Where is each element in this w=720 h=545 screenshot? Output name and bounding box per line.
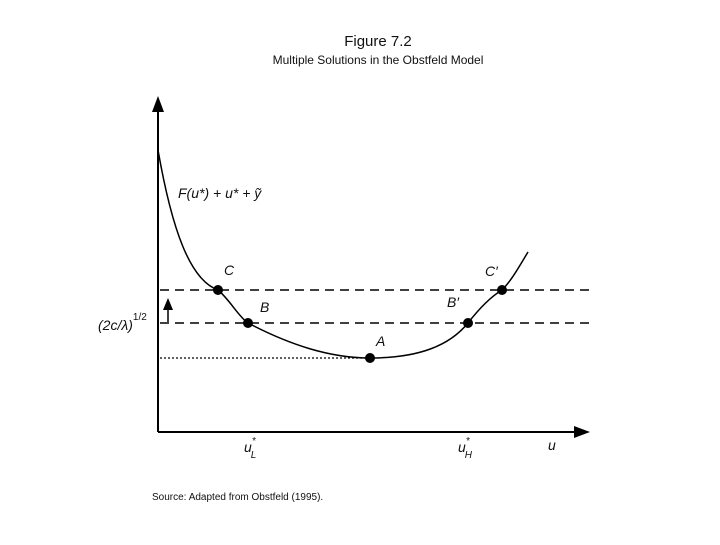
subtitle: Multiple Solutions in the Obstfeld Model [273,53,484,67]
point-label: C [224,262,235,278]
x-label-sup: * [252,436,257,447]
point [497,285,507,295]
point-label: A [375,333,385,349]
x-label: u* H [458,436,473,461]
x-label: u* L [244,436,257,461]
y-label-sup: 1/2 [133,312,147,323]
x-label-base: u [244,439,252,455]
x-axis-label: u [548,437,556,453]
x-axis-arrow [574,426,590,438]
curve-label: F(u*) + u* + ỹ [178,185,262,201]
point-label: B [260,299,269,315]
curve [157,149,529,359]
x-label-sub: L [251,450,257,461]
x-label-base: u [458,439,466,455]
point-label: B′ [447,294,460,310]
point [213,285,223,295]
small-arrow-head [163,298,173,310]
point [463,318,473,328]
source: Source: Adapted from Obstfeld (1995). [152,492,323,503]
x-label-sub: H [465,450,473,461]
x-label-sup: * [466,436,471,447]
y-axis-arrow [152,96,164,112]
point-label: C′ [485,263,499,279]
point [365,353,375,363]
point [243,318,253,328]
y-label: (2c/λ)1/2 [98,312,147,333]
title: Figure 7.2 [344,33,412,50]
y-label-base: (2c/λ) [98,317,133,333]
